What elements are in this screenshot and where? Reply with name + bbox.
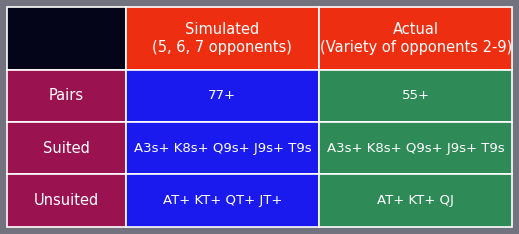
Text: Simulated
(5, 6, 7 opponents): Simulated (5, 6, 7 opponents) [153,22,292,55]
Bar [7,174,126,227]
Text: A3s+ K8s+ Q9s+ J9s+ T9s: A3s+ K8s+ Q9s+ J9s+ T9s [133,142,311,155]
Bar [126,174,319,227]
Bar [319,174,512,227]
Bar [126,7,319,70]
Text: Actual
(Variety of opponents 2-9): Actual (Variety of opponents 2-9) [320,22,512,55]
Text: 55+: 55+ [402,89,430,102]
Bar [7,7,126,70]
Bar [126,122,319,174]
Bar [7,122,126,174]
Bar [7,70,126,122]
Text: Suited: Suited [43,141,90,156]
Bar [319,70,512,122]
Text: 77+: 77+ [208,89,236,102]
Text: Unsuited: Unsuited [34,193,99,208]
Bar [319,122,512,174]
Text: Pairs: Pairs [49,88,84,103]
Text: AT+ KT+ QJ: AT+ KT+ QJ [377,194,454,207]
Text: AT+ KT+ QT+ JT+: AT+ KT+ QT+ JT+ [162,194,282,207]
Bar [319,7,512,70]
Text: A3s+ K8s+ Q9s+ J9s+ T9s: A3s+ K8s+ Q9s+ J9s+ T9s [327,142,504,155]
Bar [126,70,319,122]
